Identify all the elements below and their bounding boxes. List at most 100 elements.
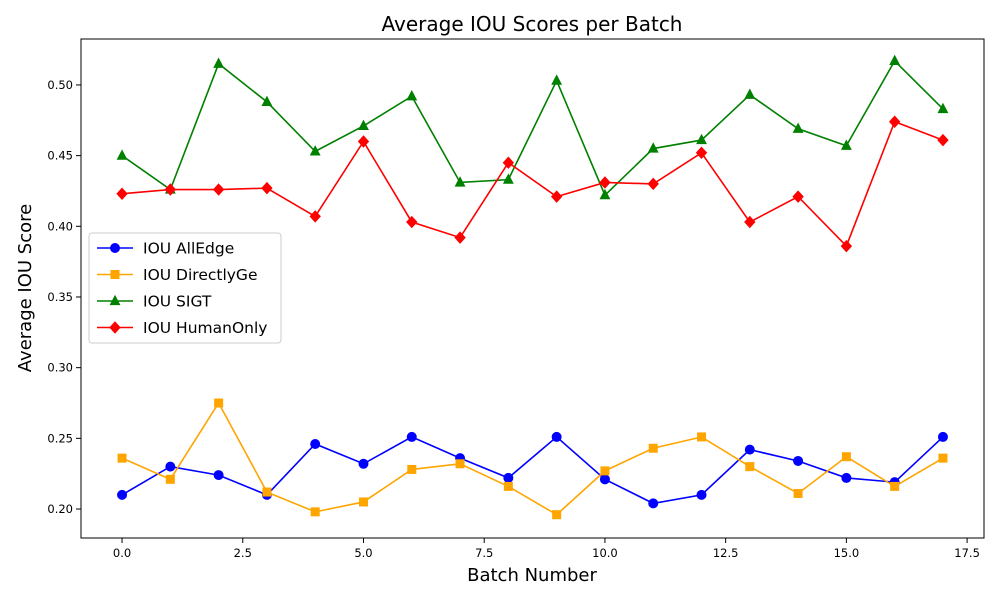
data-point-iou-sigt (937, 102, 949, 114)
x-tick-label: 15.0 (834, 546, 860, 560)
data-point-iou-sigt (454, 176, 466, 187)
data-point-iou-sigt (696, 133, 707, 145)
x-tick-label: 2.5 (234, 546, 252, 560)
data-point-iou-alledge (696, 489, 707, 500)
legend-swatch-marker (110, 270, 120, 279)
data-point-iou-humanonly (599, 176, 611, 189)
data-point-iou-humanonly (550, 190, 563, 203)
data-point-iou-sigt (261, 95, 273, 107)
y-tick-label: 0.20 (47, 502, 73, 516)
data-point-iou-directlyge (600, 466, 610, 476)
data-point-iou-alledge (551, 431, 562, 442)
legend-entry-iou-directlyge: IOU DirectlyGe (97, 266, 257, 284)
data-point-iou-sigt (840, 139, 852, 150)
x-tick-label: 7.5 (475, 546, 493, 560)
legend-entry-iou-alledge: IOU AllEdge (97, 240, 234, 258)
y-tick-label: 0.45 (47, 149, 73, 163)
data-point-iou-sigt (551, 74, 563, 85)
data-point-iou-humanonly (840, 239, 853, 253)
x-tick-label: 17.5 (954, 546, 980, 560)
data-point-iou-alledge (406, 431, 417, 442)
legend-label: IOU AllEdge (143, 240, 234, 258)
x-axis: 0.0 2.5 5.0 7.5 10.0 12.5 15.0 17.5 (113, 538, 980, 560)
data-point-iou-directlyge (214, 398, 224, 408)
data-point-iou-humanonly (744, 215, 756, 229)
data-point-iou-humanonly (695, 146, 708, 160)
data-point-iou-sigt (309, 145, 321, 156)
series-line-iou-alledge (121, 435, 944, 505)
data-point-iou-alledge (841, 472, 852, 483)
series-iou-alledge (117, 431, 948, 509)
data-point-iou-directlyge (745, 462, 755, 472)
data-point-iou-sigt (647, 142, 659, 153)
data-point-iou-humanonly (406, 215, 418, 229)
data-point-iou-alledge (213, 470, 224, 481)
data-point-iou-sigt (599, 188, 611, 200)
data-point-iou-alledge (503, 472, 514, 483)
data-point-iou-humanonly (792, 190, 804, 203)
legend-box (88, 232, 282, 344)
data-point-iou-directlyge (262, 487, 272, 497)
legend: IOU AllEdge IOU DirectlyGe IOU SIGT IOU Hum… (88, 232, 282, 344)
data-point-iou-sigt (744, 88, 756, 99)
data-point-iou-directlyge (697, 432, 707, 442)
data-point-iou-directlyge (503, 481, 513, 491)
data-point-iou-humanonly (888, 115, 901, 128)
y-axis-label: Average IOU Score (15, 204, 36, 372)
legend-swatch-marker (110, 243, 120, 253)
legend-label: IOU SIGT (143, 293, 212, 311)
legend-swatch-marker (109, 294, 121, 306)
data-point-iou-sigt (889, 54, 901, 66)
plot-frame (80, 38, 985, 539)
x-tick-label: 5.0 (354, 546, 372, 560)
data-point-iou-alledge (165, 461, 176, 472)
legend-label: IOU HumanOnly (143, 319, 267, 337)
data-point-iou-directlyge (407, 464, 417, 474)
data-point-iou-humanonly (357, 135, 370, 148)
data-point-iou-humanonly (454, 231, 466, 244)
y-tick-label: 0.25 (47, 431, 73, 445)
chart-title: Average IOU Scores per Batch (382, 12, 683, 36)
legend-label: IOU DirectlyGe (143, 266, 257, 284)
series-iou-directlyge (117, 398, 948, 520)
x-axis-label: Batch Number (467, 565, 597, 586)
data-point-iou-sigt (116, 149, 128, 160)
data-point-iou-humanonly (309, 210, 321, 223)
data-point-iou-alledge (648, 498, 659, 509)
data-point-iou-directlyge (165, 474, 175, 484)
data-point-iou-directlyge (648, 443, 658, 453)
x-tick-label: 10.0 (592, 546, 618, 560)
data-point-iou-sigt (358, 119, 369, 131)
y-tick-label: 0.30 (47, 361, 73, 375)
data-point-iou-directlyge (938, 453, 948, 463)
series-line-iou-directlyge (121, 401, 944, 516)
legend-swatch-marker (109, 321, 121, 334)
x-tick-label: 12.5 (713, 546, 739, 560)
data-point-iou-alledge (744, 444, 755, 455)
legend-entry-iou-sigt: IOU SIGT (97, 293, 212, 311)
y-tick-label: 0.40 (47, 219, 73, 233)
data-point-iou-sigt (213, 57, 225, 68)
legend-entry-iou-humanonly: IOU HumanOnly (97, 319, 267, 337)
data-point-iou-alledge (793, 455, 804, 466)
data-point-iou-directlyge (552, 510, 562, 520)
series-iou-humanonly (116, 115, 949, 253)
data-point-iou-sigt (792, 122, 804, 133)
y-axis: 0.20 0.25 0.30 0.35 0.40 0.45 0.50 (47, 78, 81, 516)
data-point-iou-alledge (310, 438, 321, 449)
data-point-iou-directlyge (358, 497, 368, 507)
x-tick-label: 0.0 (113, 546, 131, 560)
data-point-iou-directlyge (793, 488, 803, 498)
data-point-iou-directlyge (890, 481, 900, 491)
series-line-iou-humanonly (121, 120, 944, 248)
data-point-iou-directlyge (117, 453, 127, 463)
data-point-iou-alledge (599, 474, 610, 485)
data-point-iou-humanonly (647, 177, 659, 191)
series-layer (116, 54, 949, 520)
series-line-iou-sigt (121, 59, 944, 197)
data-point-iou-humanonly (164, 183, 177, 196)
data-point-iou-directlyge (841, 452, 851, 462)
data-point-iou-sigt (406, 89, 418, 101)
data-point-iou-humanonly (261, 181, 273, 195)
